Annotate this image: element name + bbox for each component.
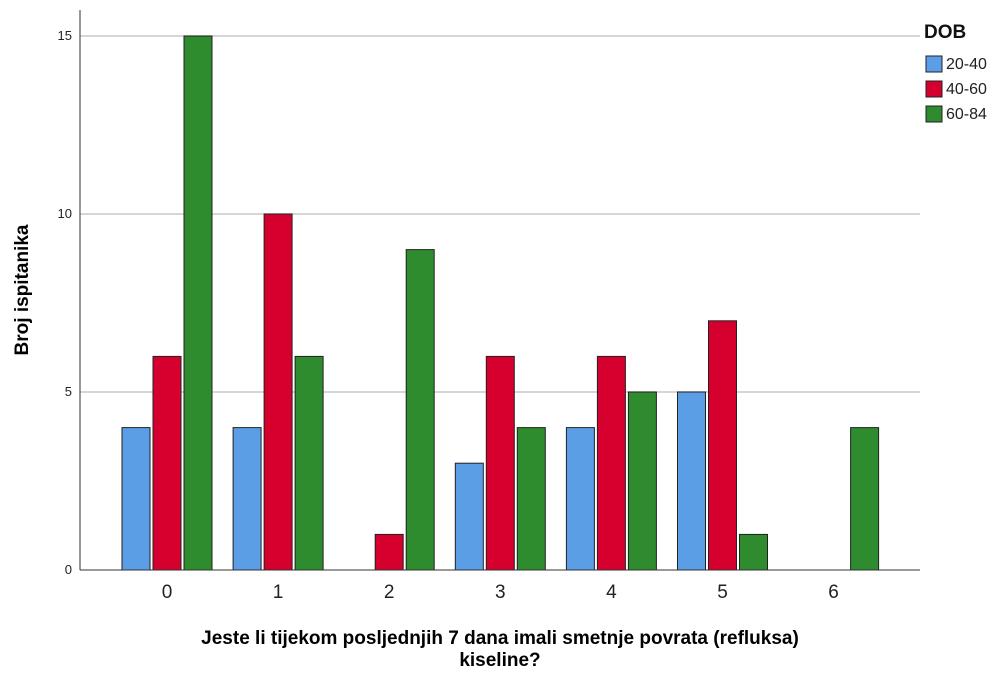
legend-label: 60-84 bbox=[946, 106, 987, 123]
bar-20-40-4 bbox=[565, 427, 595, 571]
bar-60-84-1 bbox=[294, 355, 324, 571]
legend-swatch bbox=[925, 80, 943, 98]
x-axis-label-line-1: Jeste li tijekom posljednjih 7 dana imal… bbox=[201, 628, 799, 649]
legend-label: 40-60 bbox=[946, 81, 987, 98]
bar-20-40-1 bbox=[232, 427, 262, 571]
bar-60-84-6 bbox=[850, 427, 880, 571]
x-tick-label: 0 bbox=[162, 582, 173, 603]
bar-40-60-1 bbox=[263, 213, 293, 571]
bar-20-40-5 bbox=[677, 391, 706, 571]
bar-60-84-2 bbox=[405, 249, 435, 571]
x-axis-label-line-2: kiseline? bbox=[459, 650, 540, 671]
bar-40-60-4 bbox=[596, 355, 626, 571]
x-axis-ticks: 0 1 2 3 4 5 6 bbox=[162, 582, 839, 603]
x-tick-label: 3 bbox=[495, 582, 506, 603]
legend-title: DOB bbox=[924, 22, 966, 43]
x-tick-label: 1 bbox=[273, 582, 284, 603]
y-axis-ticks: 0 5 10 15 bbox=[58, 28, 72, 577]
x-tick-label: 5 bbox=[717, 582, 728, 603]
bar-40-60-5 bbox=[708, 320, 737, 571]
y-tick-label: 10 bbox=[58, 206, 72, 221]
y-tick-label: 5 bbox=[65, 384, 72, 399]
bar-60-84-4 bbox=[627, 391, 657, 571]
legend-swatch bbox=[925, 55, 943, 73]
bar-40-60-0 bbox=[152, 355, 182, 571]
bar-60-84-5 bbox=[739, 533, 768, 571]
x-tick-label: 2 bbox=[384, 582, 395, 603]
bar-60-84-0 bbox=[183, 35, 213, 571]
legend-label: 20-40 bbox=[946, 56, 987, 73]
y-axis-label: Broj ispitanika bbox=[12, 224, 33, 355]
x-tick-label: 4 bbox=[606, 582, 617, 603]
bar-40-60-2 bbox=[374, 533, 404, 571]
bars bbox=[121, 35, 880, 571]
y-tick-label: 15 bbox=[58, 28, 72, 43]
bar-40-60-3 bbox=[485, 355, 515, 571]
bar-20-40-3 bbox=[454, 462, 484, 571]
legend-swatch bbox=[925, 105, 943, 123]
x-tick-label: 6 bbox=[828, 582, 839, 603]
y-tick-label: 0 bbox=[65, 562, 72, 577]
legend: DOB 20-40 40-60 60-84 bbox=[924, 22, 987, 123]
bar-20-40-0 bbox=[121, 427, 151, 571]
bar-60-84-3 bbox=[516, 427, 546, 571]
